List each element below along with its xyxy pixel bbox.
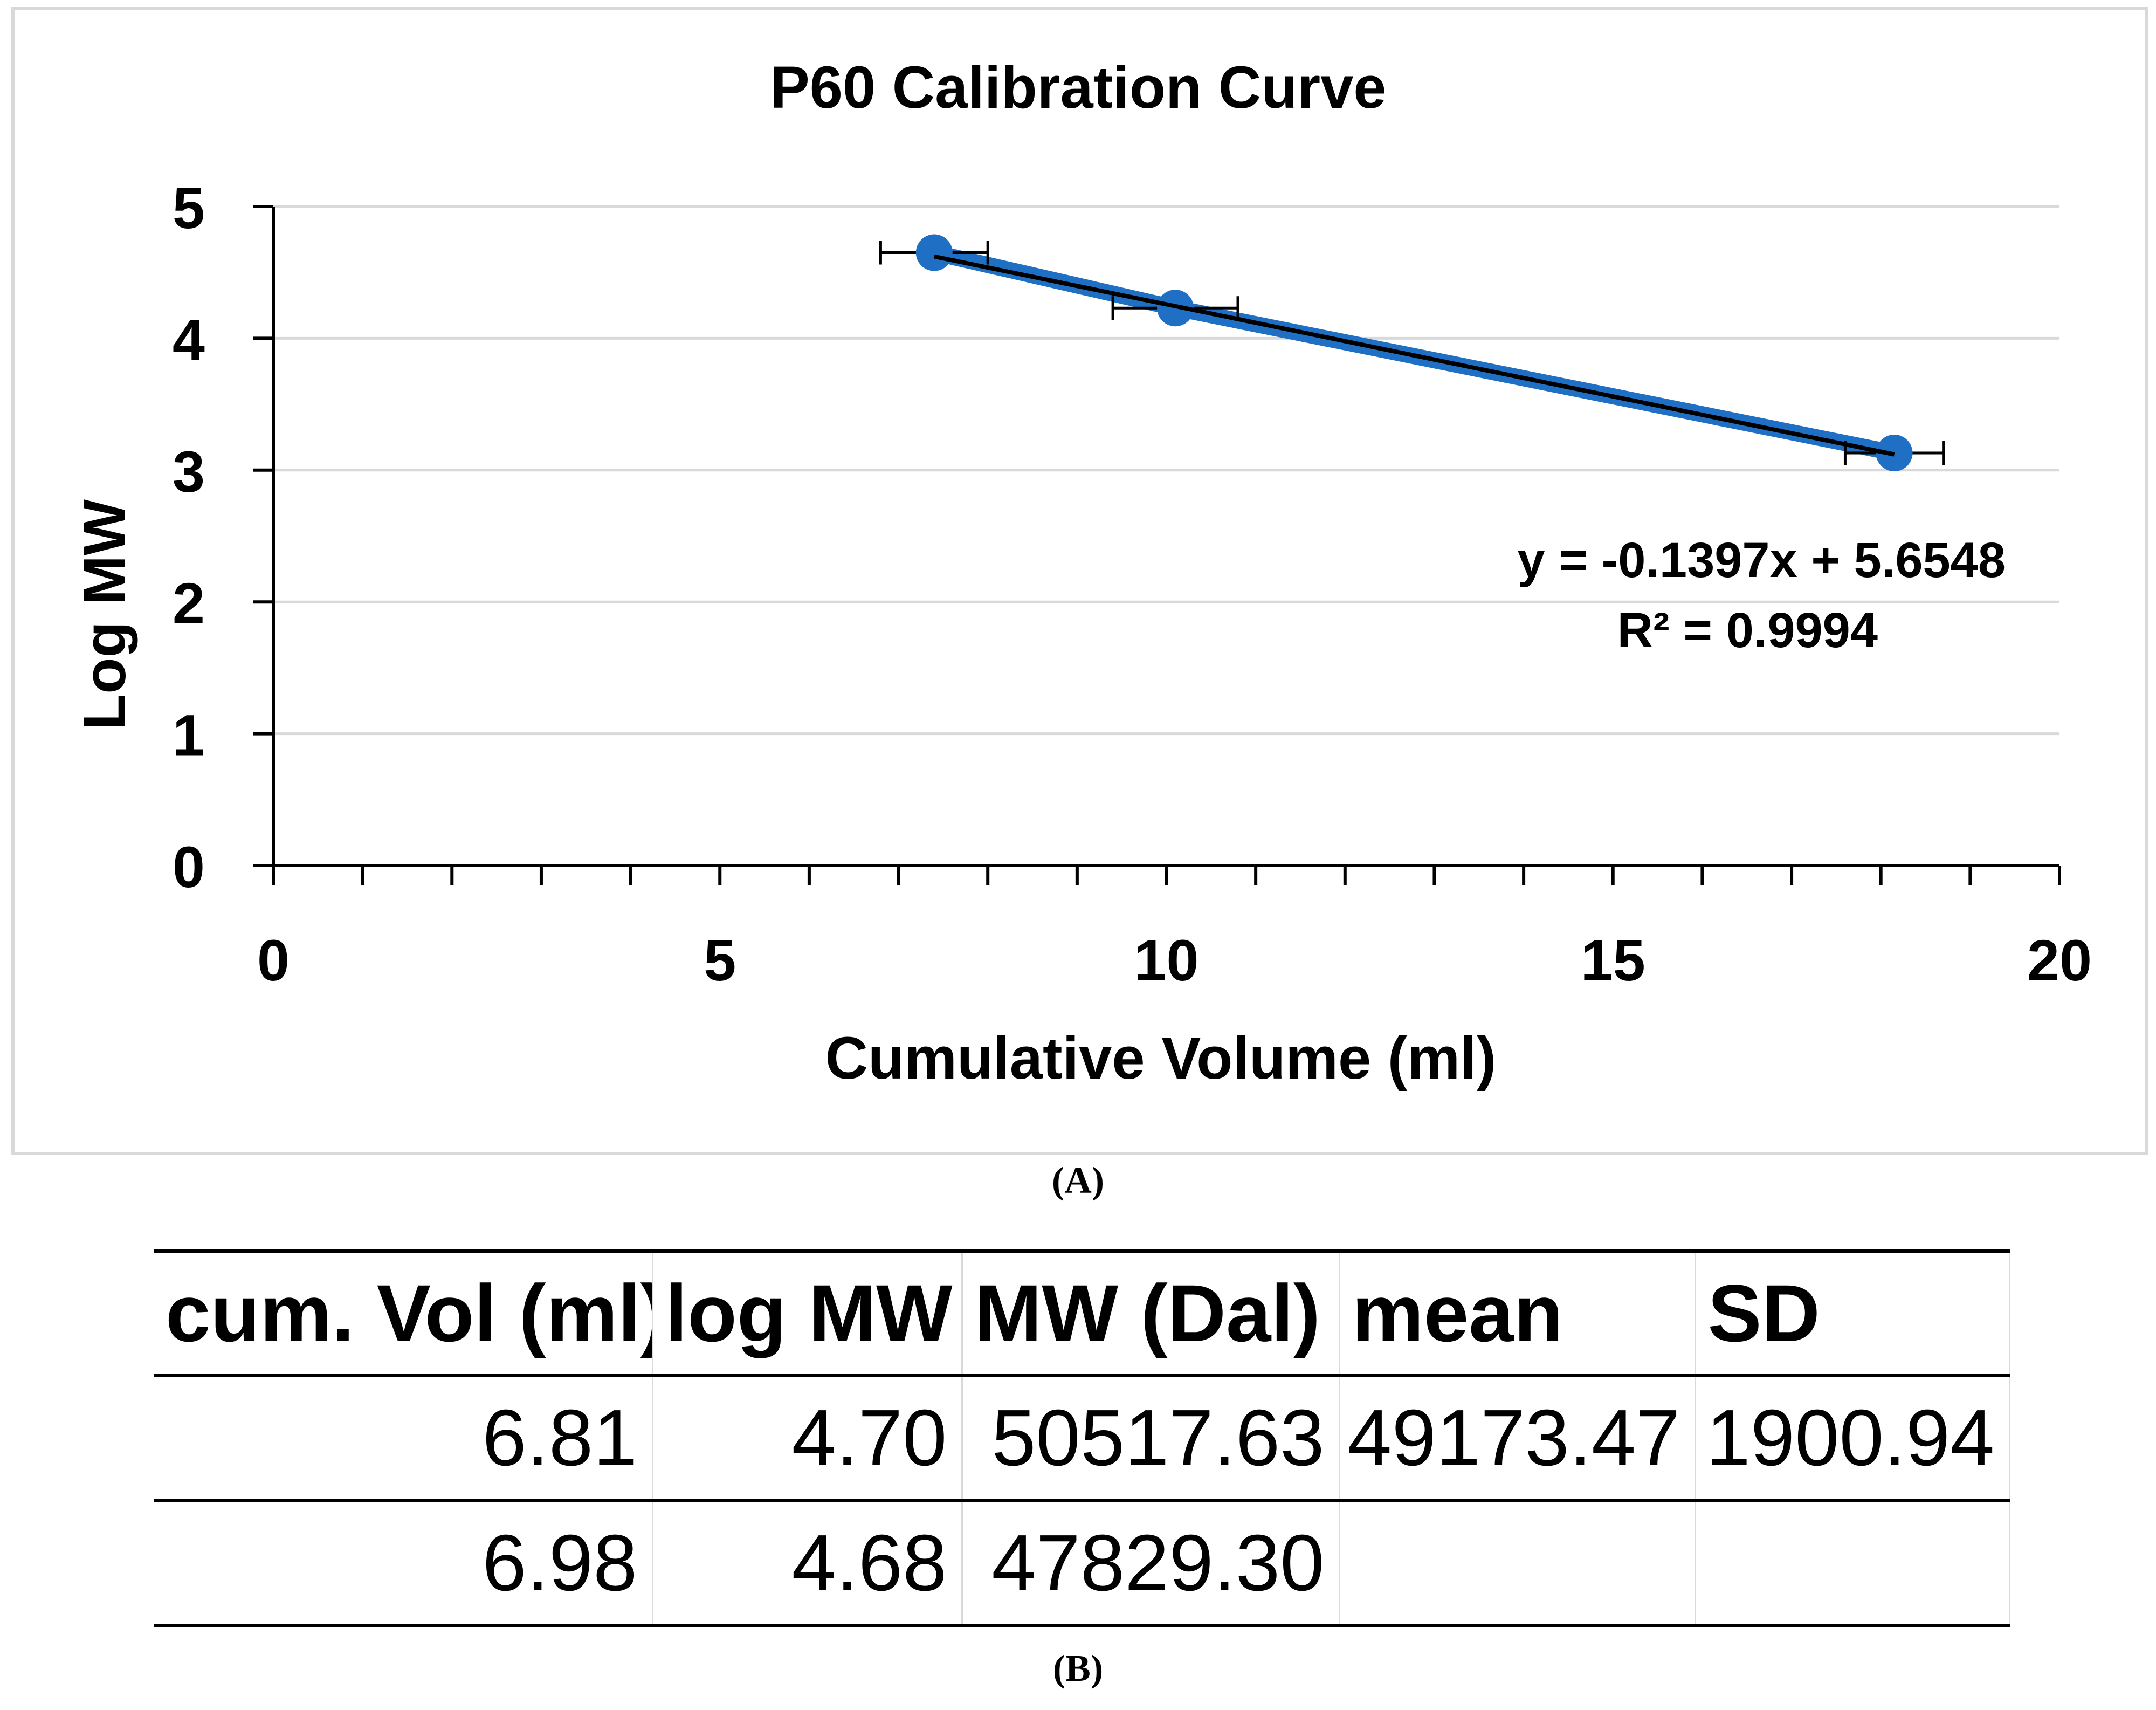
results-table: cum. Vol (ml) log MW MW (Dal) mean SD 6.… bbox=[154, 1249, 2010, 1627]
cell-mean bbox=[1338, 1501, 1696, 1626]
cell-cum-vol: 6.98 bbox=[154, 1501, 653, 1626]
trendline bbox=[934, 254, 1895, 457]
calibration-chart: P60 Calibration Curve 0 1 2 3 4 5 0 5 10 15 20 Log… bbox=[11, 7, 2148, 1155]
x-tick-label: 20 bbox=[2027, 928, 2092, 993]
y-tick-label: 5 bbox=[173, 175, 205, 241]
cell-log-mw: 4.70 bbox=[651, 1375, 963, 1501]
header-mw: MW (Dal) bbox=[961, 1251, 1340, 1376]
header-log-mw: log MW bbox=[651, 1251, 963, 1376]
data-point bbox=[915, 234, 953, 271]
header-cum-vol: cum. Vol (ml) bbox=[154, 1251, 653, 1376]
y-axis-label: Log MW bbox=[72, 499, 138, 730]
cell-mw: 47829.30 bbox=[961, 1501, 1340, 1626]
cell-cum-vol: 6.81 bbox=[154, 1375, 653, 1501]
figure-caption-b: (B) bbox=[1052, 1648, 1104, 1690]
x-tick-label: 10 bbox=[1134, 928, 1198, 993]
x-axis-label: Cumulative Volume (ml) bbox=[825, 1025, 1497, 1091]
cell-mean: 49173.47 bbox=[1338, 1375, 1696, 1501]
axes: 0 1 2 3 4 5 0 5 10 15 20 bbox=[173, 175, 2092, 993]
y-tick-label: 1 bbox=[173, 703, 205, 768]
chart-frame bbox=[11, 7, 2148, 1155]
y-tick-label: 0 bbox=[173, 834, 205, 899]
table-header-row: cum. Vol (ml) log MW MW (Dal) mean SD bbox=[154, 1251, 2010, 1376]
cell-log-mw: 4.68 bbox=[651, 1501, 963, 1626]
y-tick-label: 4 bbox=[173, 307, 205, 372]
header-sd: SD bbox=[1694, 1251, 2010, 1376]
y-tick-label: 2 bbox=[173, 571, 205, 636]
x-tick-label: 5 bbox=[704, 928, 736, 993]
x-tick-label: 0 bbox=[257, 928, 290, 993]
trendline-equation: y = -0.1397x + 5.6548 bbox=[1518, 533, 2006, 588]
cell-sd bbox=[1694, 1501, 2010, 1626]
cell-sd: 1900.94 bbox=[1694, 1375, 2010, 1501]
table-row: 6.81 4.70 50517.63 49173.47 1900.94 bbox=[154, 1375, 2010, 1501]
trendline-r-squared: R² = 0.9994 bbox=[1617, 603, 1878, 658]
y-tick-label: 3 bbox=[173, 439, 205, 504]
table-row: 6.98 4.68 47829.30 bbox=[154, 1501, 2010, 1626]
header-mean: mean bbox=[1338, 1251, 1696, 1376]
chart-title: P60 Calibration Curve bbox=[770, 54, 1386, 121]
cell-mw: 50517.63 bbox=[961, 1375, 1340, 1501]
trendline-group bbox=[934, 254, 1895, 457]
gridlines bbox=[273, 205, 2059, 736]
figure-caption-a: (A) bbox=[1051, 1160, 1105, 1201]
x-tick-label: 15 bbox=[1581, 928, 1645, 993]
